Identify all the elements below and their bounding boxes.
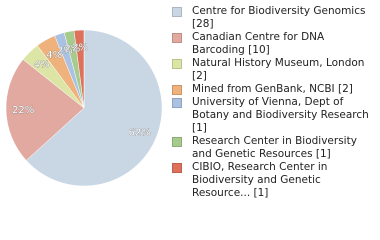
legend-item: Research Center in Biodiversity and Gene… — [172, 135, 377, 161]
pie-slice — [73, 29, 85, 109]
legend-swatch — [172, 7, 182, 17]
legend-item: Natural History Museum, London [2] — [172, 57, 377, 83]
legend-label: University of Vienna, Dept of Botany and… — [192, 96, 369, 134]
legend-label: Mined from GenBank, NCBI [2] — [192, 83, 353, 95]
legend-swatch — [172, 59, 182, 69]
slice-label: 22% — [12, 105, 34, 116]
legend-item: Canadian Centre for DNA Barcoding [10] — [172, 31, 377, 57]
slice-label: 4% — [34, 59, 50, 70]
slice-label: 2% — [72, 42, 88, 53]
legend: Centre for Biodiversity Genomics [28] Can… — [172, 5, 377, 200]
slice-label: 2% — [64, 43, 80, 54]
pie-chart: 62%22%4%4%2%2%2% — [5, 29, 163, 187]
legend-swatch — [172, 85, 182, 95]
legend-swatch — [172, 98, 182, 108]
legend-swatch — [172, 33, 182, 43]
slice-label: 4% — [46, 50, 62, 61]
slice-label: 62% — [129, 128, 151, 139]
legend-label: Natural History Museum, London [2] — [192, 57, 365, 82]
legend-swatch — [172, 137, 182, 147]
legend-swatch — [172, 163, 182, 173]
legend-item: Mined from GenBank, NCBI [2] — [172, 83, 377, 96]
legend-label: CIBIO, Research Center in Biodiversity a… — [192, 161, 328, 199]
legend-label: Canadian Centre for DNA Barcoding [10] — [192, 31, 325, 56]
legend-item: Centre for Biodiversity Genomics [28] — [172, 5, 377, 31]
legend-item: CIBIO, Research Center in Biodiversity a… — [172, 161, 377, 200]
pie-slice — [25, 29, 163, 187]
pie-slice — [5, 59, 85, 161]
legend-label: Centre for Biodiversity Genomics [28] — [192, 5, 366, 30]
slice-label: 2% — [57, 45, 73, 56]
legend-label: Research Center in Biodiversity and Gene… — [192, 135, 357, 160]
legend-item: University of Vienna, Dept of Botany and… — [172, 96, 377, 135]
